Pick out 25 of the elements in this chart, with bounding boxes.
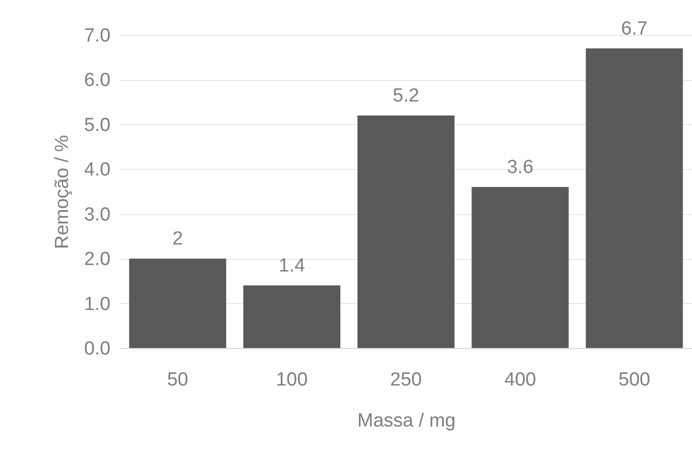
y-tick-label: 3.0 xyxy=(84,204,110,226)
y-tick-label: 7.0 xyxy=(84,26,110,46)
y-tick-label: 4.0 xyxy=(84,160,110,181)
x-tick-label: 50 xyxy=(167,370,188,390)
data-label: 3.6 xyxy=(506,157,534,178)
y-tick-label: 1.0 xyxy=(84,294,110,315)
x-tick-label: 500 xyxy=(618,370,650,390)
y-axis-title: Remoção / % xyxy=(52,134,74,250)
x-tick-label: 400 xyxy=(504,370,536,390)
y-tick-label: 5.0 xyxy=(84,114,110,136)
bar xyxy=(472,187,569,348)
y-tick-label: 2.0 xyxy=(84,249,110,270)
bar xyxy=(129,258,226,348)
bar xyxy=(357,115,455,348)
y-tick-label: 0.0 xyxy=(84,338,110,360)
data-label: 6.7 xyxy=(621,18,648,40)
data-label: 1.4 xyxy=(278,255,306,276)
y-tick-label: 6.0 xyxy=(84,70,110,92)
x-axis-title: Massa / mg xyxy=(357,410,456,432)
data-label: 2 xyxy=(172,228,183,250)
x-tick-label: 250 xyxy=(390,370,422,390)
data-label: 5.2 xyxy=(392,85,420,106)
bar xyxy=(243,285,340,348)
x-tick-label: 100 xyxy=(276,370,308,390)
bar xyxy=(586,48,683,348)
